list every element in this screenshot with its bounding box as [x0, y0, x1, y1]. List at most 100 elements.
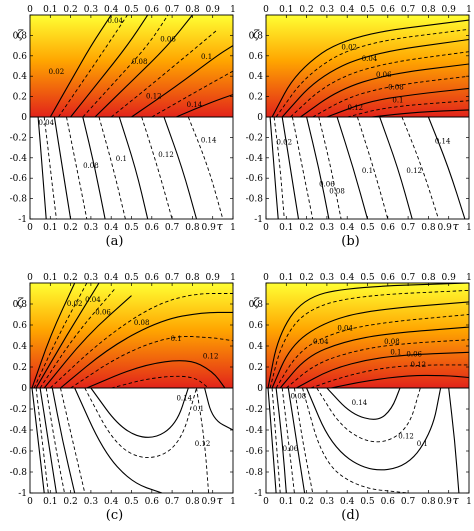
x-tick-label-bottom: 0.5 — [360, 497, 375, 507]
lower-contour-line-5 — [51, 387, 76, 493]
lower-contour-line-11 — [427, 116, 466, 219]
lower-contour-line-4 — [281, 387, 295, 493]
x-tick-label-top: 0 — [263, 5, 269, 15]
lower-contour-line-8 — [316, 387, 421, 443]
x-tick-label-top: 0.4 — [340, 5, 355, 15]
y-tick-label: 0.8 — [13, 31, 28, 41]
y-tick-label: -1 — [18, 215, 27, 225]
lower-contour-line-3 — [53, 116, 72, 219]
y-tick-label: -0.8 — [246, 195, 264, 205]
upper-contour-label: 0.04 — [362, 55, 378, 63]
upper-heat-region — [266, 283, 469, 388]
upper-contour-line-2 — [58, 15, 128, 118]
y-tick-label: 0 — [21, 384, 27, 394]
upper-contour-line-7 — [60, 311, 233, 389]
x-tick-label-top: 0.9 — [206, 273, 221, 283]
upper-contour-label: 0.08 — [134, 319, 150, 327]
x-tick-label-bottom: 0.9 — [438, 497, 453, 507]
lower-contour-label: 0.12 — [195, 440, 211, 448]
upper-contour-label: 0.06 — [376, 71, 392, 79]
upper-contour-line-2 — [269, 289, 469, 389]
x-tick-label-bottom: 0.8 — [185, 497, 200, 507]
x-tick-label-bottom: 0.3 — [320, 223, 335, 233]
y-tick-label: -1 — [254, 489, 263, 499]
upper-heat-region — [266, 15, 469, 117]
lower-contour-line-6 — [60, 387, 86, 493]
lower-contour-label: 0.04 — [38, 119, 54, 127]
lower-contour-label: 0.14 — [201, 137, 217, 145]
x-tick-label-top: 0.5 — [360, 273, 375, 283]
x-tick-label-top: 0.6 — [145, 5, 160, 15]
upper-contour-label: 0.04 — [85, 296, 101, 304]
upper-contour-label: 0.04 — [107, 17, 123, 25]
upper-contour-line-4 — [82, 15, 169, 118]
y-tick-label: -0.2 — [246, 133, 263, 143]
x-tick-label-bottom: 0.8 — [421, 223, 436, 233]
upper-contour-line-1 — [31, 283, 76, 389]
lower-contour-line-6 — [318, 116, 342, 219]
y-tick-label: -0.6 — [10, 447, 28, 457]
x-tick-label-bottom: 0.7 — [401, 223, 416, 233]
lower-contour-line-1 — [31, 387, 45, 493]
upper-contour-label: 0.1 — [201, 53, 212, 61]
lower-contour-label: 0.12 — [398, 432, 414, 440]
y-tick-label: 0.4 — [13, 342, 28, 352]
x-tick-label-top: 0.5 — [360, 5, 375, 15]
panel-label: (a) — [106, 234, 124, 249]
upper-contour-line-10 — [111, 375, 209, 389]
x-tick-label-top: 0 — [27, 5, 33, 15]
y-tick-label: -0.8 — [10, 468, 28, 478]
y-tick-label: -0.4 — [246, 154, 264, 164]
lower-contour-line-9 — [74, 387, 163, 493]
x-axis-label: τ — [217, 220, 224, 233]
lower-contour-line-9 — [379, 116, 413, 219]
y-tick-label: 0.6 — [249, 52, 264, 62]
upper-contour-line-5 — [279, 326, 469, 389]
y-tick-label: -0.4 — [10, 154, 28, 164]
x-tick-label-top: 0.8 — [185, 273, 200, 283]
y-tick-label: 0.6 — [249, 321, 264, 331]
x-tick-label-bottom: 0.9 — [202, 223, 217, 233]
upper-contour-label: 0.1 — [171, 335, 182, 343]
y-tick-label: 0.2 — [249, 363, 263, 373]
panel-label: (c) — [106, 508, 123, 523]
y-tick-label: 0.4 — [249, 342, 264, 352]
x-tick-label-bottom: 0.4 — [104, 497, 119, 507]
upper-contour-line-6 — [286, 339, 469, 389]
lower-contour-line-5 — [82, 116, 106, 219]
y-tick-label: 0.6 — [13, 321, 28, 331]
x-tick-label-top: 0.4 — [340, 273, 355, 283]
upper-contour-line-8 — [70, 336, 233, 389]
x-tick-label-top: 0.1 — [43, 273, 57, 283]
upper-contour-line-8 — [310, 364, 469, 389]
lower-contour-label: 0.14 — [352, 399, 368, 407]
upper-contour-label: 0.12 — [410, 361, 426, 369]
lower-contour-line-3 — [275, 387, 287, 493]
x-tick-label-bottom: 0.5 — [124, 497, 139, 507]
x-tick-label-top: 0.2 — [63, 273, 77, 283]
x-tick-label-bottom: 0.1 — [279, 497, 293, 507]
lower-contour-label: 0.06 — [319, 180, 335, 188]
x-tick-label-top: 0 — [263, 273, 269, 283]
x-tick-label-top: 0.2 — [299, 273, 313, 283]
y-tick-label: 0 — [257, 384, 263, 394]
x-tick-label-top: 0.7 — [165, 273, 180, 283]
lower-contour-line-4 — [66, 116, 88, 219]
lower-contour-label: 0.08 — [291, 393, 307, 401]
x-tick-label-bottom: 0.9 — [438, 223, 453, 233]
lower-contour-line-8 — [356, 116, 389, 219]
x-tick-label-bottom: 0.4 — [340, 223, 355, 233]
upper-contour-line-8 — [151, 70, 233, 118]
x-tick-label-top: 0.7 — [401, 5, 416, 15]
lower-contour-line-3 — [39, 387, 57, 493]
upper-contour-label: 0.02 — [67, 300, 83, 308]
x-tick-label-top: 0.1 — [279, 5, 293, 15]
x-tick-label-top: 0.6 — [381, 5, 396, 15]
lower-contour-line-11 — [448, 387, 460, 493]
lower-contour-line-4 — [291, 116, 314, 219]
x-tick-label-top: 0.1 — [279, 273, 293, 283]
upper-contour-line-8 — [347, 100, 469, 118]
upper-contour-label: 0.12 — [203, 353, 219, 361]
upper-contour-label: 0.06 — [95, 309, 111, 317]
x-tick-label-bottom: 0.3 — [320, 497, 335, 507]
